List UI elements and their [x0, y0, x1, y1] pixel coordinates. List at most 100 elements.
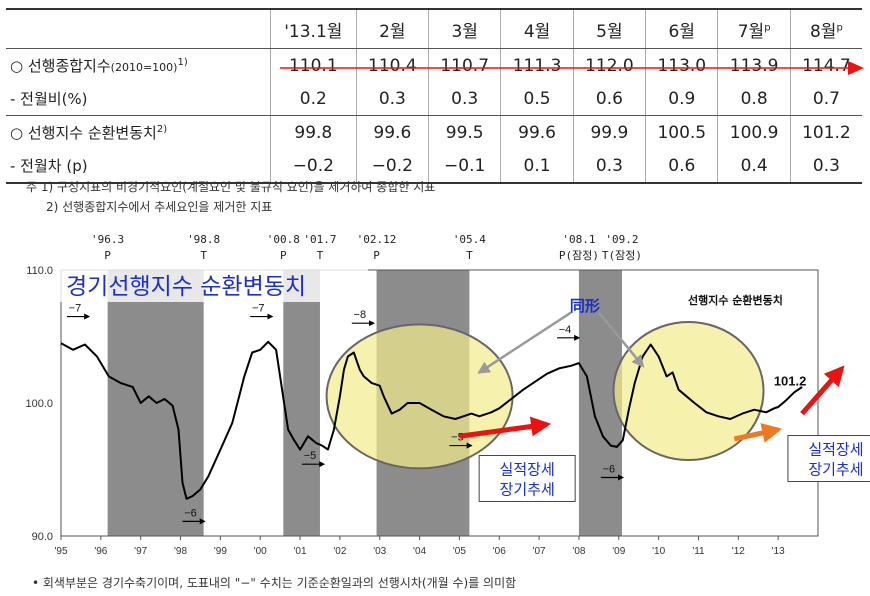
turning-point-date: '98.8	[187, 233, 220, 246]
x-tick-label: '04	[413, 546, 426, 557]
turning-point-type: P(잠정)	[559, 249, 599, 262]
table-row: ○ 선행종합지수(2010=100)1) 110.1 110.4 110.7 1…	[6, 48, 862, 82]
chart-overlay-title: 경기선행지수 순환변동치	[66, 274, 306, 300]
x-tick-label: '12	[732, 546, 745, 557]
annotation-box	[787, 435, 870, 483]
table-cell: 113.0	[645, 48, 718, 82]
lead-time-label: −4	[559, 324, 572, 336]
leading-index-chart: 90.0 100.0 110.0 '95 '96 '97 '98 '99 '00 '01 '02 '0…	[25, 233, 870, 557]
plot-frame	[60, 269, 819, 537]
table-cell: 0.7	[789, 82, 862, 116]
recession-band	[283, 270, 320, 536]
lead-time-label: −7	[252, 303, 265, 315]
x-tick-label: '96	[94, 546, 107, 557]
trend-arrow	[733, 423, 783, 443]
table-cell: 0.3	[428, 82, 501, 116]
turning-point-type: P	[280, 249, 287, 262]
pointer-arrow	[477, 311, 572, 374]
x-tick-label: '06	[493, 546, 506, 557]
table-cell: 100.9	[717, 115, 791, 149]
table-row: ○ 선행지수 순환변동치2) 99.8 99.6 99.5 99.6 99.9 …	[6, 115, 862, 149]
lead-time-label: −5	[304, 450, 317, 462]
annotation-line: 장기추세	[808, 461, 863, 479]
x-tick-label: '99	[214, 546, 227, 557]
x-tick-label: '95	[54, 546, 67, 557]
legend-label: 선행지수 순환변동치	[688, 293, 783, 307]
footnote-1: 주 1) 구성지표의 비경기적요인(계절요인 및 불규칙 요인)을 제거하여 종…	[26, 180, 436, 194]
turning-point-date: '00.8	[267, 233, 300, 246]
table-cell: 99.8	[270, 115, 357, 149]
row-label: - 전월비(%)	[6, 82, 271, 116]
lead-time-label: −7	[69, 303, 82, 315]
table-cell: 0.3	[789, 149, 862, 184]
turning-point-type: P	[373, 249, 380, 262]
table-cell: 0.6	[645, 149, 718, 184]
x-tick-label: '97	[134, 546, 147, 557]
table-cell: 111.3	[500, 48, 574, 82]
x-tick-label: '00	[254, 546, 267, 557]
table-cell: 0.6	[572, 82, 646, 116]
lead-time-label: −6	[184, 507, 197, 519]
y-tick-label: 90.0	[32, 531, 53, 543]
table-cell: 110.4	[355, 48, 429, 82]
table-cell: 110.7	[428, 48, 501, 82]
x-tick-label: '11	[692, 546, 705, 557]
chart-footnote: • 회색부분은 경기수축기이며, 도표내의 "−" 수치는 기준순환일과의 선행…	[32, 576, 517, 590]
y-tick-label: 110.0	[26, 265, 53, 277]
highlight-ellipse	[612, 321, 765, 462]
table-cell: 0.2	[270, 82, 357, 116]
table-cell: −0.2	[270, 149, 357, 184]
turning-point-type: T	[317, 249, 324, 262]
x-tick-label: '02	[333, 546, 346, 557]
turning-point-date: '02.12	[357, 233, 397, 246]
row-label: ○ 선행지수 순환변동치2)	[10, 124, 168, 142]
table-cell: 0.9	[645, 82, 718, 116]
turning-point-date: '01.7	[303, 233, 336, 246]
table-cell: 114.7	[789, 48, 862, 82]
x-tick-label: '13	[772, 546, 785, 557]
table-cell: −0.1	[428, 149, 501, 184]
column-header: 3월	[428, 8, 501, 49]
table-cell: 0.5	[500, 82, 574, 116]
row-label: ○ 선행종합지수(2010=100)1)	[10, 57, 188, 75]
latest-value-label: 101.2	[774, 373, 807, 388]
table-cell: 99.9	[572, 115, 646, 149]
column-header: 8월p	[789, 8, 862, 49]
annotation-box	[478, 454, 576, 502]
table-cell: −0.2	[355, 149, 429, 184]
table-cell: 99.6	[500, 115, 574, 149]
table-cell: 0.1	[500, 149, 574, 184]
x-tick-label: '10	[652, 546, 665, 557]
x-tick-label: '03	[373, 546, 386, 557]
table-corner-cell	[6, 8, 271, 49]
turning-point-type: T(잠정)	[602, 249, 642, 262]
table-row: - 전월차 (p) −0.2 −0.2 −0.1 0.1 0.3 0.6 0.4…	[6, 149, 862, 184]
table-cell: 99.5	[428, 115, 501, 149]
column-header: 5월	[572, 8, 646, 49]
column-header: 7월p	[717, 8, 791, 49]
table-cell: 0.3	[355, 82, 429, 116]
footnote-2: 2) 선행종합지수에서 추세요인을 제거한 지표	[46, 200, 273, 214]
turning-point-type: T	[200, 249, 207, 262]
lead-time-label: −8	[354, 309, 367, 321]
highlight-ellipse	[325, 323, 514, 470]
lead-time-label: −6	[603, 463, 616, 475]
table-cell: 100.5	[645, 115, 718, 149]
table-highlight-arrow	[280, 61, 864, 75]
turning-point-type: T	[466, 249, 473, 262]
column-header: '13.1월	[270, 8, 357, 49]
annotation-same-shape: 同形	[570, 297, 600, 315]
annotation-line: 실적장세	[500, 460, 555, 478]
table-cell: 0.4	[717, 149, 791, 184]
table-cell: 113.9	[717, 48, 791, 82]
x-tick-label: '07	[533, 546, 546, 557]
row-label: - 전월차 (p)	[6, 149, 271, 184]
x-tick-label: '98	[174, 546, 187, 557]
table-cell: 0.8	[717, 82, 791, 116]
table-cell: 110.1	[270, 48, 357, 82]
turning-point-date: '09.2	[605, 233, 638, 246]
x-tick-label: '08	[572, 546, 585, 557]
x-tick-label: '01	[294, 546, 307, 557]
annotation-line: 실적장세	[808, 441, 863, 459]
pointer-arrow	[597, 311, 645, 368]
